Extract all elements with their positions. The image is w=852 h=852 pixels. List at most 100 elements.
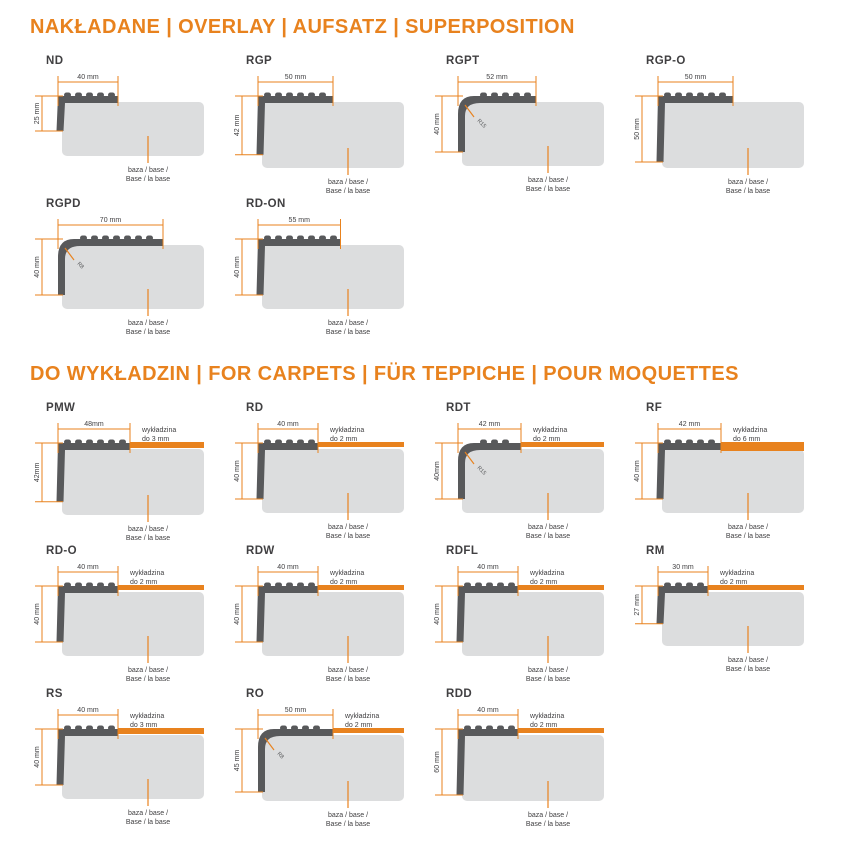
profile-shape <box>656 443 721 499</box>
rib <box>497 582 504 588</box>
base-rect <box>462 449 604 513</box>
base-label-line1: baza / base / <box>328 179 368 186</box>
profile-diagram: RD-O 40 mm 40 mm wykładzina do 2 mm baza / b… <box>30 545 230 684</box>
profile-code: RD-O <box>46 545 77 557</box>
carpet-strip <box>118 728 204 734</box>
width-dimension <box>257 423 319 453</box>
width-dimension-label: 70 mm <box>100 217 122 224</box>
base-label-line1: baza / base / <box>328 320 368 327</box>
rib <box>64 582 71 588</box>
rib <box>124 235 131 241</box>
base-label-line2: Base / la base <box>126 176 170 183</box>
rib <box>108 92 115 98</box>
rib <box>686 92 693 98</box>
base-label-line1: baza / base / <box>528 667 568 674</box>
width-dimension <box>57 76 119 106</box>
profile-shape <box>456 729 518 795</box>
rib <box>108 439 115 445</box>
carpet-label-line2: do 2 mm <box>345 722 372 729</box>
profile-cross-section: 48mm 42mm wykładzina do 3 mm baza / base / Ba… <box>34 421 204 541</box>
rib <box>86 439 93 445</box>
profile-shape <box>258 729 333 792</box>
rib <box>280 725 287 731</box>
width-dimension <box>57 709 119 739</box>
width-dimension-label: 40 mm <box>477 707 499 714</box>
height-dimension-label: 40 mm <box>634 460 641 482</box>
rib <box>135 235 142 241</box>
profile-diagram: RM 30 mm 27 mm wykładzina do 2 mm baza / bas… <box>630 545 830 684</box>
rib <box>75 582 82 588</box>
base-label-line2: Base / la base <box>526 676 570 683</box>
rib <box>480 92 487 98</box>
profile-cross-section: 40 mm 40 mm wykładzina do 2 mm baza / base /… <box>234 421 404 540</box>
width-dimension <box>457 76 537 106</box>
rib <box>513 92 520 98</box>
base-label-line2: Base / la base <box>126 535 170 541</box>
carpet-strip <box>333 728 404 733</box>
carpet-label-line2: do 3 mm <box>130 722 157 729</box>
base-rect <box>262 735 404 801</box>
rib <box>97 92 104 98</box>
profile-shape <box>458 96 536 152</box>
carpet-label-line2: do 2 mm <box>533 436 560 443</box>
base-rect <box>62 592 204 656</box>
base-rect <box>662 449 804 513</box>
base-rect <box>662 592 804 646</box>
rib <box>102 235 109 241</box>
carpet-strip <box>518 728 604 733</box>
carpet-label-line1: wykładzina <box>719 570 754 577</box>
base-label-line2: Base / la base <box>726 666 770 673</box>
width-dimension-label: 30 mm <box>672 564 694 571</box>
carpet-label-line2: do 6 mm <box>733 436 760 443</box>
height-dimension-label: 40 mm <box>34 256 41 278</box>
height-dimension-label: 40 mm <box>234 460 241 482</box>
rib <box>686 439 693 445</box>
base-label-line2: Base / la base <box>326 329 370 336</box>
radius-label: R15 <box>476 118 487 129</box>
profile-cross-section: 40 mm 25 mm baza / base / Base / la base <box>34 74 204 183</box>
rib <box>675 439 682 445</box>
rib <box>264 92 271 98</box>
rib <box>313 725 320 731</box>
profile-shape <box>56 443 130 502</box>
base-label-line1: baza / base / <box>328 667 368 674</box>
profile-cross-section: 40 mm 40 mm wykładzina do 3 mm baza / base /… <box>34 707 204 826</box>
height-dimension <box>35 95 63 132</box>
section-heading: NAKŁADANE | OVERLAY | AUFSATZ | SUPERPOS… <box>30 16 575 38</box>
rib <box>108 725 115 731</box>
height-dimension <box>35 442 63 503</box>
profile-shape <box>256 586 318 642</box>
base-label-line2: Base / la base <box>326 533 370 540</box>
rib <box>264 235 271 241</box>
height-dimension-label: 40 mm <box>434 603 441 625</box>
height-dimension <box>435 585 463 643</box>
rib <box>286 92 293 98</box>
profile-code: RGP <box>246 55 273 67</box>
profile-shape <box>256 239 341 295</box>
base-rect <box>62 102 204 156</box>
carpet-label-line2: do 2 mm <box>530 579 557 586</box>
rib <box>719 92 726 98</box>
profile-code: RM <box>646 545 665 557</box>
profile-diagram: RD-ON 55 mm 40 mm baza / base / Base / la b… <box>230 198 430 337</box>
profile-code: RD <box>246 402 264 414</box>
rib <box>291 725 298 731</box>
rib <box>675 92 682 98</box>
rib <box>297 439 304 445</box>
profile-cross-section: 40 mm 40 mm wykładzina do 2 mm baza / base /… <box>434 564 604 683</box>
carpet-label-line2: do 2 mm <box>330 579 357 586</box>
rib <box>275 582 282 588</box>
rib <box>497 725 504 731</box>
profile-code: RDFL <box>446 545 479 557</box>
rib <box>86 582 93 588</box>
height-dimension <box>235 95 263 156</box>
rib <box>286 582 293 588</box>
carpet-label-line1: wykładzina <box>344 713 379 720</box>
rib <box>308 439 315 445</box>
profile-cross-section: 42 mm 40mm R15 wykładzina do 2 mm baza / base… <box>434 421 604 540</box>
height-dimension-label: 40 mm <box>34 746 41 768</box>
rib <box>108 582 115 588</box>
profile-diagram: RDFL 40 mm 40 mm wykładzina do 2 mm baza / b… <box>430 545 630 684</box>
profile-diagram: RF 42 mm 40 mm wykładzina do 6 mm baza / bas… <box>630 402 830 541</box>
width-dimension-label: 48mm <box>84 421 104 428</box>
